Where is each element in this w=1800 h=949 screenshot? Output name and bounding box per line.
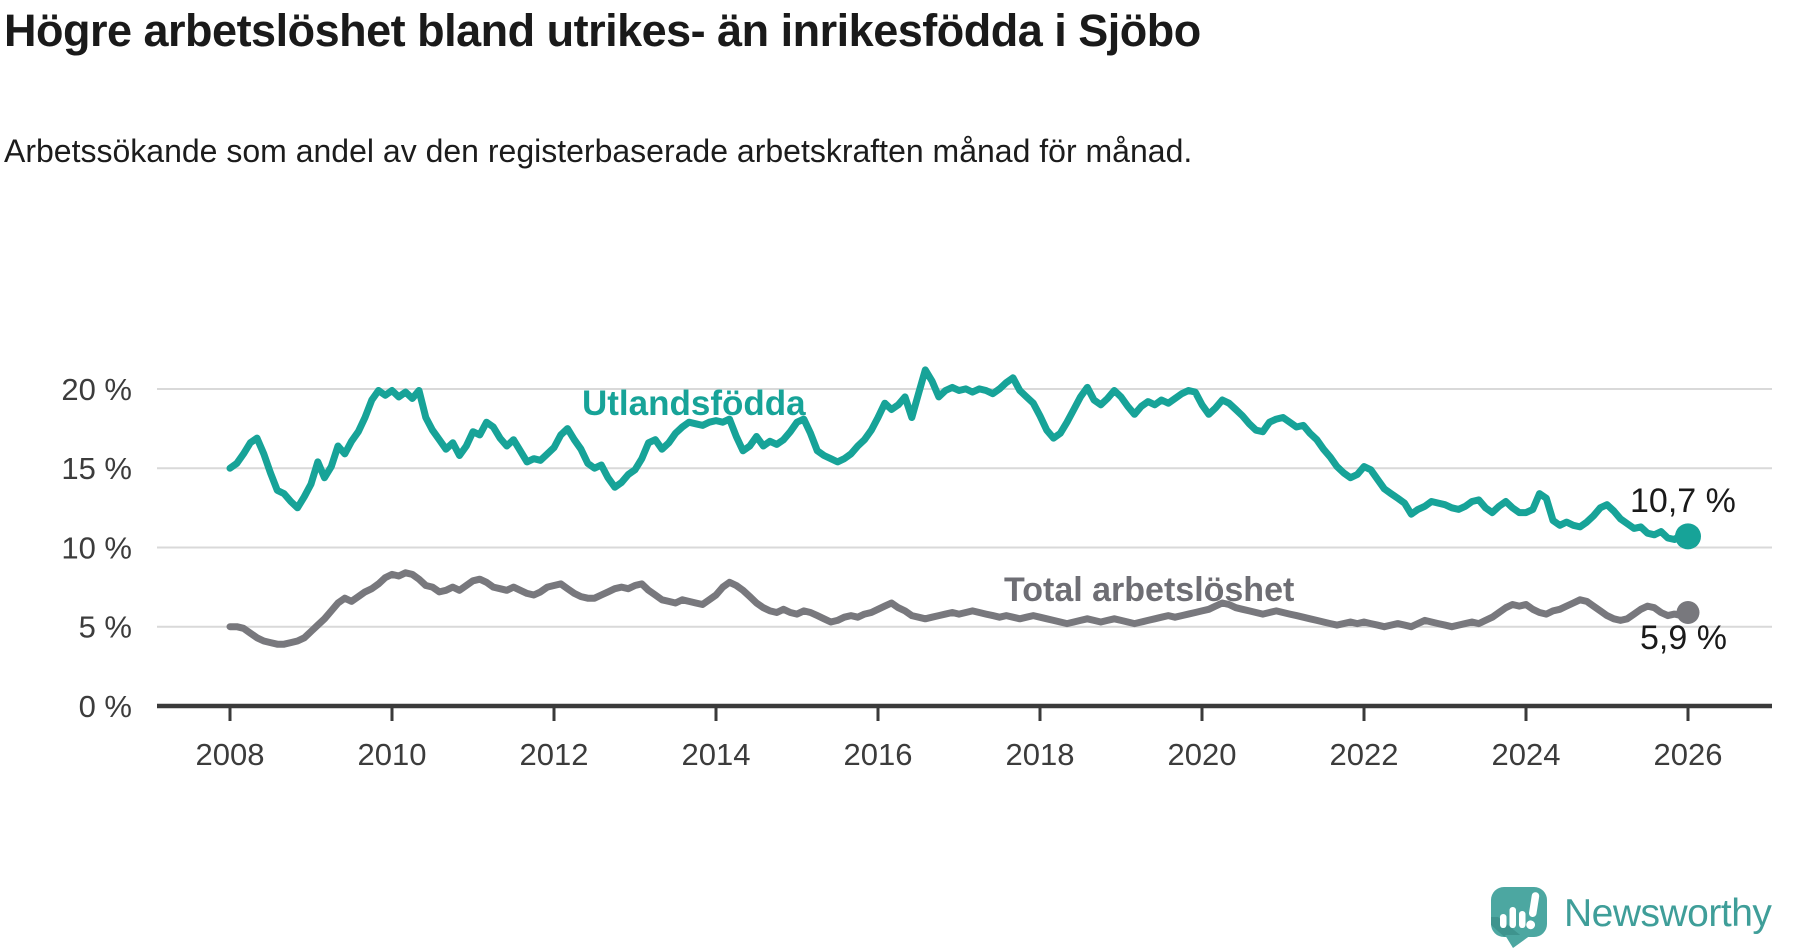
series-label-total-arbetsloshet: Total arbetslöshet <box>1004 571 1295 609</box>
end-value-label-utlandsfodda: 10,7 % <box>1630 482 1736 520</box>
series-label-utlandsfodda: Utlandsfödda <box>582 384 806 423</box>
series-line-total-arbetsloshet <box>226 569 1692 648</box>
logo-exclamation-glyph <box>1526 892 1540 930</box>
newsworthy-logo-icon <box>1491 887 1547 948</box>
x-tick-label: 2008 <box>196 737 265 772</box>
series-end-dot-utlandsfodda <box>1675 523 1701 550</box>
x-tick-label: 2014 <box>682 737 751 772</box>
x-tick-label: 2010 <box>358 737 427 772</box>
series-line-utlandsfodda <box>226 366 1692 543</box>
y-tick-label: 5 % <box>79 610 132 645</box>
x-tick-label: 2012 <box>520 737 589 772</box>
x-tick-label: 2018 <box>1006 737 1075 772</box>
x-tick-label: 2024 <box>1492 737 1561 772</box>
page-subtitle: Arbetssökande som andel av den registerb… <box>4 133 1193 169</box>
x-tick-label: 2026 <box>1654 737 1723 772</box>
logo-bubble-tail <box>1505 935 1531 948</box>
x-tick-label: 2022 <box>1330 737 1399 772</box>
logo-bubble-shadow <box>1491 917 1522 937</box>
page-title: Högre arbetslöshet bland utrikes- än inr… <box>4 5 1201 56</box>
newsworthy-branding: Newsworthy <box>1488 885 1772 949</box>
y-tick-label: 0 % <box>79 689 132 724</box>
series-end-dot-total-arbetsloshet <box>1676 600 1700 624</box>
y-tick-label: 20 % <box>61 372 132 407</box>
newsworthy-logo-text: Newsworthy <box>1564 891 1772 935</box>
end-value-label-total-arbetsloshet: 5,9 % <box>1640 619 1727 657</box>
x-tick-label: 2016 <box>844 737 913 772</box>
x-tick-label: 2020 <box>1168 737 1237 772</box>
y-tick-label: 10 % <box>61 530 132 565</box>
y-tick-label: 15 % <box>61 451 132 486</box>
logo-bar-chart-glyph <box>1500 907 1526 928</box>
